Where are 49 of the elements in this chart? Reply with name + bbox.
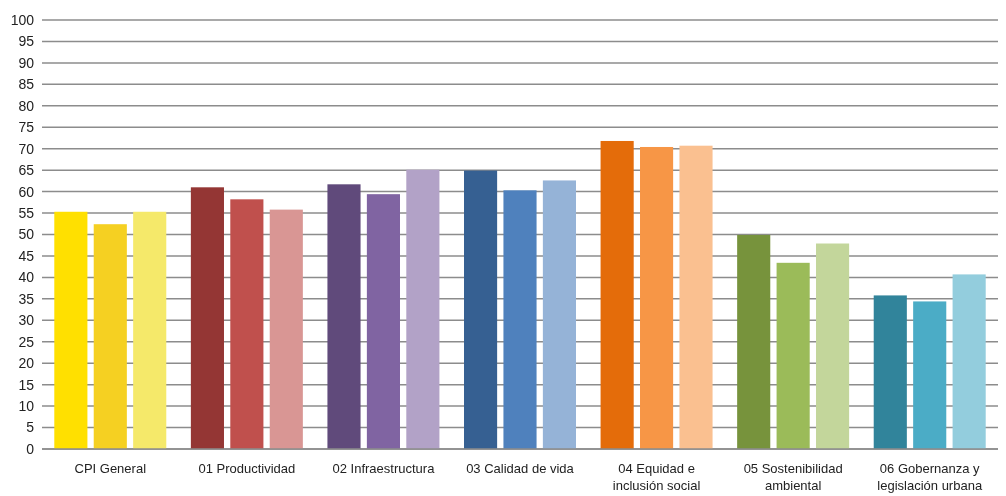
bar — [952, 274, 986, 449]
y-tick-label: 50 — [18, 226, 35, 243]
x-tick-label: 06 Gobernanza y legislación urbana — [877, 461, 983, 493]
bar — [873, 295, 907, 449]
bar — [542, 180, 576, 449]
y-tick-label: 25 — [18, 333, 35, 350]
bar — [269, 209, 303, 449]
bar — [464, 170, 498, 449]
y-tick-label: 15 — [18, 376, 35, 393]
x-tick-label: 03 Calidad de vida — [466, 461, 575, 476]
y-tick-label: 55 — [18, 204, 35, 221]
bar — [679, 145, 713, 449]
bar — [133, 211, 167, 449]
y-tick-label: 60 — [18, 183, 35, 200]
x-tick-label: 04 Equidad e inclusión social — [612, 461, 701, 493]
x-tick-label: 01 Productividad — [198, 461, 296, 476]
y-tick-label: 40 — [18, 269, 35, 286]
bar — [816, 243, 850, 449]
bar — [913, 301, 947, 449]
y-tick-label: 75 — [18, 119, 35, 136]
bar — [737, 234, 771, 449]
y-tick-label: 65 — [18, 162, 35, 179]
y-tick-label: 0 — [26, 440, 35, 457]
bar — [190, 187, 224, 449]
y-tick-label: 70 — [18, 140, 35, 157]
x-tick-label: 02 Infraestructura — [332, 461, 436, 476]
bar — [600, 140, 634, 449]
y-tick-label: 5 — [26, 419, 35, 436]
x-tick-label: 05 Sostenibilidad ambiental — [743, 461, 843, 493]
y-tick-label: 95 — [18, 33, 35, 50]
bar — [230, 199, 264, 449]
y-tick-label: 100 — [10, 11, 35, 28]
bar — [366, 194, 400, 449]
y-tick-label: 90 — [18, 54, 35, 71]
y-tick-label: 30 — [18, 312, 35, 329]
y-tick-label: 35 — [18, 290, 35, 307]
x-tick-label: CPI General — [74, 461, 147, 476]
y-tick-label: 10 — [18, 398, 35, 414]
y-tick-label: 85 — [18, 76, 35, 93]
y-tick-label: 80 — [18, 97, 35, 114]
bar — [503, 190, 537, 449]
bar — [640, 146, 674, 449]
bar — [54, 211, 88, 449]
bar — [327, 184, 361, 449]
bar — [776, 262, 810, 449]
bar — [406, 169, 440, 449]
y-tick-label: 20 — [18, 355, 35, 372]
bar — [93, 224, 127, 449]
y-tick-label: 45 — [18, 247, 35, 264]
